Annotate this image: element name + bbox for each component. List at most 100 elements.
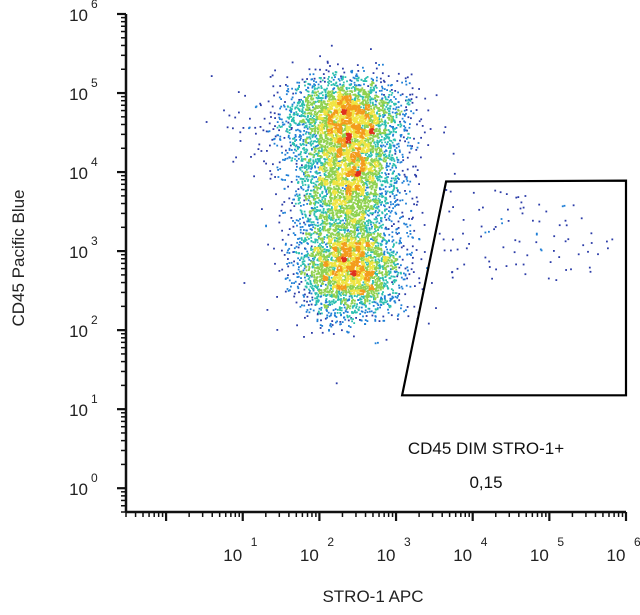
scatter-point — [375, 239, 377, 242]
scatter-point — [443, 131, 445, 134]
scatter-point — [312, 185, 315, 188]
scatter-point — [313, 255, 316, 258]
scatter-point — [306, 315, 309, 317]
scatter-point — [276, 296, 278, 298]
scatter-point — [334, 240, 336, 243]
scatter-point — [310, 113, 313, 116]
scatter-point — [298, 86, 300, 88]
scatter-point — [362, 144, 365, 147]
scatter-point — [327, 78, 330, 80]
scatter-point — [374, 320, 377, 322]
scatter-point — [326, 204, 329, 207]
scatter-point — [314, 87, 316, 90]
scatter-point — [306, 295, 309, 298]
scatter-point — [381, 192, 383, 195]
scatter-point — [306, 189, 309, 192]
scatter-point — [306, 192, 309, 195]
scatter-point — [301, 304, 303, 307]
scatter-point — [310, 283, 313, 286]
scatter-point — [382, 303, 385, 305]
scatter-point — [296, 195, 299, 197]
scatter-point — [369, 138, 372, 141]
scatter-point — [312, 208, 315, 210]
scatter-point — [360, 206, 362, 209]
scatter-point — [399, 94, 402, 97]
scatter-point — [353, 278, 356, 280]
scatter-point — [323, 117, 326, 119]
scatter-point — [355, 317, 357, 319]
scatter-point — [381, 87, 384, 90]
scatter-point — [385, 338, 388, 341]
scatter-point — [327, 200, 330, 203]
scatter-point — [370, 205, 372, 207]
scatter-point — [364, 95, 367, 98]
scatter-point — [369, 207, 372, 210]
scatter-point — [319, 276, 321, 278]
scatter-point — [315, 300, 318, 302]
scatter-point — [326, 87, 328, 90]
scatter-point — [337, 225, 339, 227]
scatter-point — [295, 190, 297, 193]
scatter-point — [376, 135, 379, 138]
scatter-point — [304, 80, 307, 83]
scatter-point — [299, 197, 301, 199]
scatter-point — [342, 219, 344, 222]
scatter-point — [435, 307, 437, 309]
scatter-point — [346, 238, 349, 241]
scatter-point — [301, 123, 304, 126]
scatter-point — [368, 181, 371, 184]
scatter-point — [350, 232, 353, 235]
scatter-point — [384, 262, 386, 265]
scatter-point — [384, 145, 387, 148]
scatter-point — [272, 128, 275, 130]
scatter-point — [340, 77, 343, 80]
scatter-point — [333, 228, 336, 231]
scatter-point — [507, 220, 510, 222]
scatter-point — [310, 247, 312, 250]
scatter-point — [366, 290, 368, 293]
scatter-point — [378, 129, 380, 132]
scatter-point — [307, 90, 310, 93]
scatter-point — [287, 121, 290, 124]
scatter-point — [359, 84, 362, 87]
scatter-point — [303, 288, 306, 291]
scatter-point — [360, 219, 363, 221]
scatter-point — [362, 80, 365, 82]
scatter-point — [274, 176, 276, 178]
scatter-point — [320, 136, 322, 139]
scatter-point — [383, 121, 386, 123]
scatter-point — [384, 214, 387, 217]
scatter-point — [381, 253, 383, 256]
scatter-point — [520, 201, 523, 204]
scatter-point — [318, 110, 320, 113]
scatter-point — [321, 331, 324, 334]
scatter-point — [365, 172, 368, 175]
scatter-point — [319, 280, 321, 283]
scatter-point — [371, 251, 373, 254]
scatter-point — [369, 231, 372, 234]
scatter-point — [346, 93, 349, 95]
scatter-point — [312, 127, 315, 130]
scatter-point — [226, 126, 229, 129]
scatter-point — [352, 201, 355, 204]
scatter-point — [360, 306, 363, 309]
scatter-point — [320, 261, 323, 264]
scatter-point — [295, 159, 298, 162]
scatter-point — [292, 220, 294, 222]
scatter-point — [322, 229, 325, 232]
scatter-point — [359, 208, 362, 211]
scatter-point — [357, 222, 359, 225]
scatter-point — [296, 114, 299, 117]
scatter-point — [363, 202, 366, 205]
scatter-point — [381, 196, 383, 198]
scatter-point — [386, 103, 389, 105]
scatter-point — [324, 317, 327, 320]
scatter-point — [330, 194, 333, 196]
scatter-point — [306, 236, 309, 239]
scatter-point — [329, 181, 332, 183]
scatter-point — [320, 291, 323, 293]
scatter-point — [313, 151, 316, 154]
scatter-point — [297, 219, 300, 222]
scatter-point — [357, 79, 360, 82]
scatter-point — [294, 88, 297, 91]
